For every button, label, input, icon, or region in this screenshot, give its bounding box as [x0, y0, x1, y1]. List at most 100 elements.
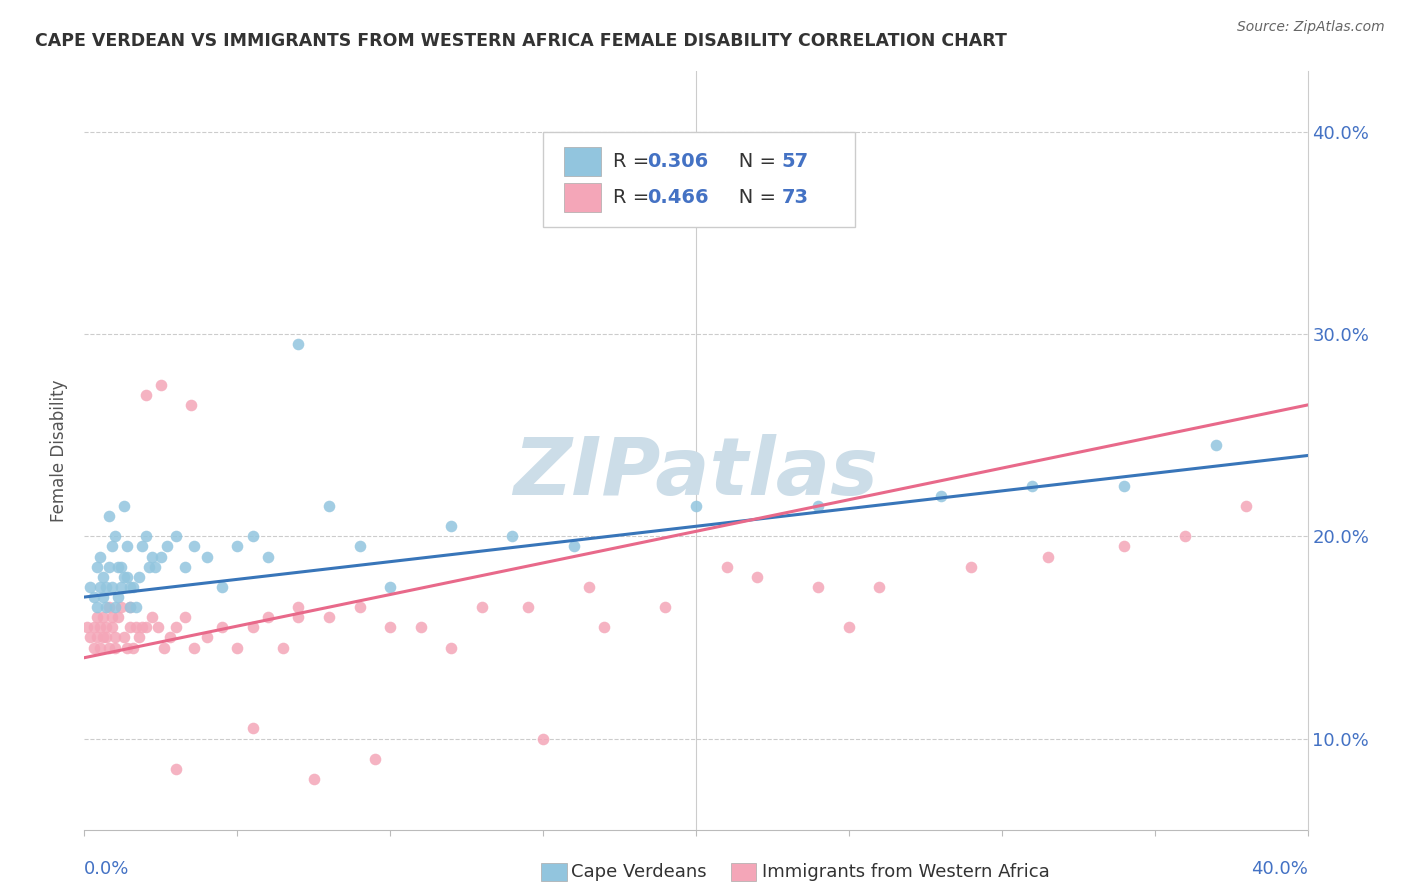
Point [83, 620, 105, 634]
Point [471, 600, 494, 615]
Point [83, 640, 105, 655]
Point [502, 529, 524, 543]
Point [807, 580, 830, 594]
Point [380, 620, 402, 634]
Point [287, 600, 309, 615]
Point [380, 580, 402, 594]
Point [122, 580, 145, 594]
Point [112, 631, 135, 645]
Point [120, 580, 142, 594]
Point [180, 398, 202, 412]
Point [143, 559, 166, 574]
Point [97, 559, 120, 574]
Point [91, 631, 114, 645]
Point [101, 620, 124, 634]
Bar [564, 183, 600, 211]
Point [149, 377, 172, 392]
Text: R =: R = [613, 187, 655, 207]
Point [562, 540, 585, 554]
Point [226, 540, 249, 554]
Point [104, 640, 127, 655]
Point [128, 570, 150, 584]
Point [195, 631, 218, 645]
Point [654, 600, 676, 615]
Point [960, 559, 983, 574]
Point [153, 640, 176, 655]
Text: N =: N = [720, 187, 783, 207]
Point [97, 640, 120, 655]
Point [318, 610, 340, 624]
Point [807, 499, 830, 513]
Point [318, 499, 340, 513]
Text: 57: 57 [782, 152, 808, 171]
Point [159, 631, 181, 645]
Point [593, 620, 616, 634]
Point [183, 540, 205, 554]
Point [112, 499, 135, 513]
Point [869, 580, 891, 594]
Text: N =: N = [720, 152, 783, 171]
Point [86, 631, 108, 645]
Text: R =: R = [613, 152, 655, 171]
Point [110, 559, 132, 574]
Point [183, 640, 205, 655]
Point [107, 559, 129, 574]
FancyBboxPatch shape [543, 132, 855, 227]
Point [578, 580, 600, 594]
Point [122, 640, 145, 655]
Point [287, 610, 309, 624]
Point [1174, 529, 1197, 543]
Point [929, 489, 952, 503]
Point [1036, 549, 1059, 564]
Point [1114, 479, 1136, 493]
Point [242, 620, 264, 634]
Point [242, 529, 264, 543]
Point [165, 762, 187, 776]
Point [104, 600, 127, 615]
Text: Cape Verdeans: Cape Verdeans [571, 863, 706, 881]
Point [128, 631, 150, 645]
Text: 40.0%: 40.0% [1251, 860, 1308, 878]
Point [86, 600, 108, 615]
Point [135, 620, 157, 634]
Point [146, 620, 169, 634]
Text: Source: ZipAtlas.com: Source: ZipAtlas.com [1237, 20, 1385, 34]
Point [89, 549, 111, 564]
Point [257, 610, 280, 624]
Point [101, 580, 124, 594]
Point [138, 559, 160, 574]
Point [89, 640, 111, 655]
Text: Immigrants from Western Africa: Immigrants from Western Africa [762, 863, 1050, 881]
Point [135, 388, 157, 402]
Bar [564, 147, 600, 176]
Text: 73: 73 [782, 187, 808, 207]
Point [110, 600, 132, 615]
Point [120, 600, 142, 615]
Text: 0.306: 0.306 [647, 152, 709, 171]
Point [91, 590, 114, 604]
Point [141, 549, 163, 564]
Point [165, 620, 187, 634]
Point [120, 600, 142, 615]
Point [747, 570, 769, 584]
Point [141, 610, 163, 624]
Point [257, 549, 280, 564]
Point [838, 620, 860, 634]
Point [125, 620, 148, 634]
Point [110, 580, 132, 594]
Point [115, 640, 138, 655]
Point [1021, 479, 1043, 493]
Point [156, 540, 179, 554]
Point [120, 620, 142, 634]
Point [271, 640, 294, 655]
Point [685, 499, 707, 513]
Point [101, 610, 124, 624]
Point [94, 600, 117, 615]
Point [79, 631, 101, 645]
Point [83, 590, 105, 604]
Point [174, 610, 197, 624]
Point [94, 631, 117, 645]
Point [135, 529, 157, 543]
Point [211, 620, 233, 634]
Point [104, 631, 127, 645]
